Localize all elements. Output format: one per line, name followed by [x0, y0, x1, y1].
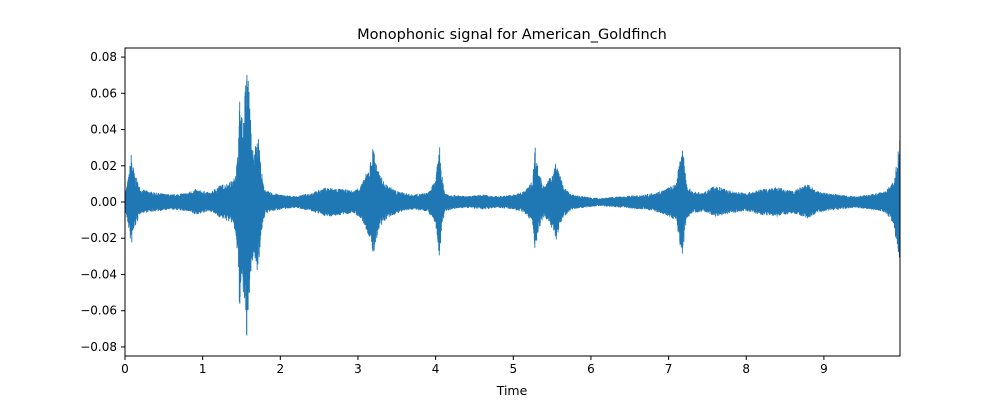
x-axis: 0 1 2 3 4 5 6 7 8 9: [121, 356, 828, 376]
chart-title: Monophonic signal for American_Goldfinch: [357, 27, 667, 43]
x-tick-label: 9: [820, 362, 828, 376]
x-tick-label: 6: [587, 362, 595, 376]
x-tick-label: 2: [276, 362, 284, 376]
y-tick-label: −0.04: [80, 267, 117, 281]
y-axis: −0.08 −0.06 −0.04 −0.02 0.00 0.02 0.04 0.06 0.08: [80, 50, 125, 354]
x-tick-label: 3: [354, 362, 362, 376]
y-tick-label: 0.04: [90, 123, 117, 137]
x-tick-label: 0: [121, 362, 129, 376]
x-tick-label: 4: [432, 362, 440, 376]
x-tick-label: 5: [509, 362, 517, 376]
x-tick-label: 8: [742, 362, 750, 376]
waveform-line: [124, 74, 901, 336]
x-tick-label: 7: [665, 362, 673, 376]
y-tick-label: −0.06: [80, 304, 117, 318]
y-tick-label: 0.08: [90, 50, 117, 64]
y-tick-label: 0.02: [90, 159, 117, 173]
x-axis-label: Time: [496, 383, 528, 398]
y-tick-label: −0.08: [80, 340, 117, 354]
plot-area: [124, 47, 901, 357]
y-tick-label: 0.06: [90, 86, 117, 100]
x-tick-label: 1: [199, 362, 207, 376]
y-tick-label: 0.00: [90, 195, 117, 209]
y-tick-label: −0.02: [80, 231, 117, 245]
